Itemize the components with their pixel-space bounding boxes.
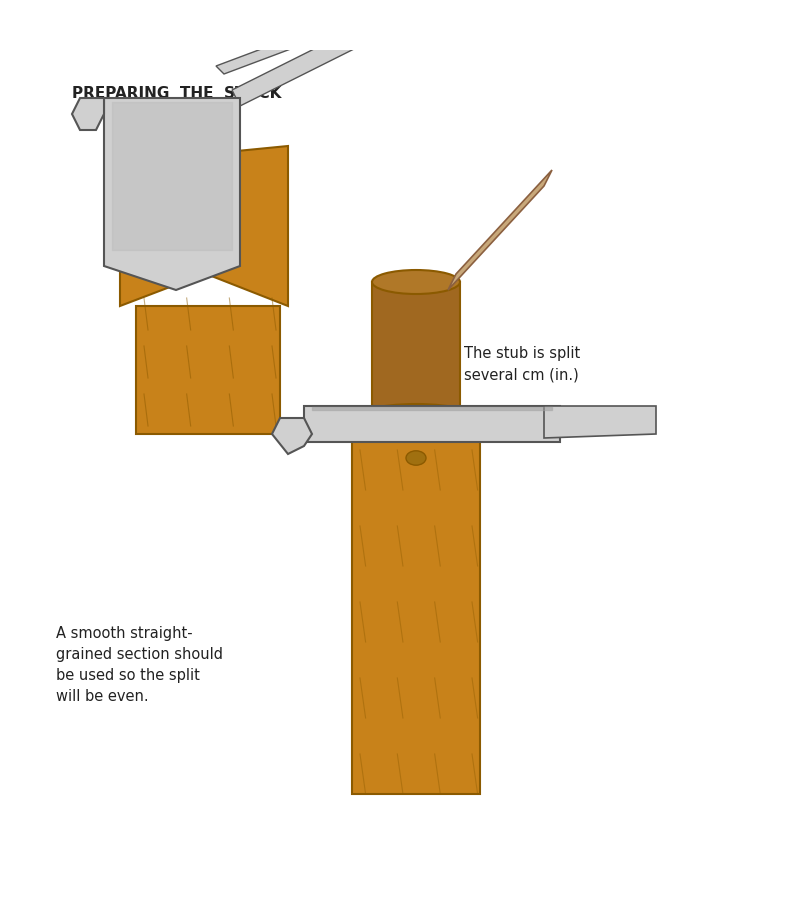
Polygon shape: [148, 146, 204, 274]
Polygon shape: [304, 406, 560, 442]
Ellipse shape: [348, 404, 484, 440]
Text: The stub is split
several cm (in.): The stub is split several cm (in.): [464, 346, 580, 382]
Polygon shape: [544, 406, 656, 438]
Polygon shape: [120, 146, 204, 306]
Ellipse shape: [372, 270, 460, 294]
Polygon shape: [372, 282, 460, 426]
Polygon shape: [206, 146, 288, 306]
Polygon shape: [352, 434, 480, 794]
Ellipse shape: [406, 451, 426, 465]
Polygon shape: [448, 170, 552, 290]
Text: PREPARING  THE  STOCK: PREPARING THE STOCK: [72, 86, 282, 101]
Polygon shape: [104, 98, 240, 290]
Polygon shape: [216, 0, 416, 74]
Polygon shape: [232, 2, 416, 106]
Polygon shape: [136, 306, 280, 434]
Polygon shape: [72, 98, 104, 130]
Text: A smooth straight-
grained section should
be used so the split
will be even.: A smooth straight- grained section shoul…: [56, 626, 223, 704]
Polygon shape: [272, 418, 312, 454]
